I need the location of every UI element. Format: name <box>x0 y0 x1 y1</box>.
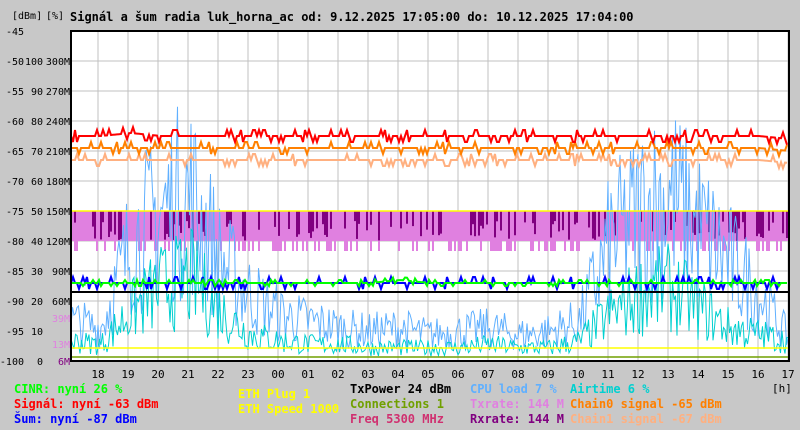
y-tick-rate: 150M <box>46 207 70 218</box>
y-tick-dbm: -95 <box>6 327 24 338</box>
x-tick-label: 11 <box>601 368 614 381</box>
legend-item: Chain0 signal -65 dBm <box>570 397 722 411</box>
rate-marker-label: 39M <box>52 314 70 325</box>
x-tick-label: 02 <box>331 368 344 381</box>
x-unit: [h] <box>772 382 792 395</box>
x-tick-label: 04 <box>391 368 405 381</box>
y-tick-percent: 60 <box>31 177 43 188</box>
y-tick-dbm: -65 <box>6 147 24 158</box>
y-tick-rate: 180M <box>46 177 70 188</box>
legend-item: Connections 1 <box>350 397 444 411</box>
x-tick-label: 03 <box>361 368 374 381</box>
y-unit-percent: [%] <box>46 11 65 22</box>
y-tick-rate: 240M <box>46 117 70 128</box>
y-tick-rate: 300M <box>46 57 70 68</box>
y-tick-percent: 70 <box>31 147 43 158</box>
y-unit-dbm: [dBm] <box>12 11 43 22</box>
rate-marker-label: 13M <box>52 340 70 351</box>
legend-item: Šum: nyní -87 dBm <box>14 412 137 426</box>
legend-item: CPU load 7 % <box>470 382 557 396</box>
x-tick-label: 18 <box>91 368 104 381</box>
y-tick-percent: 100 <box>25 57 43 68</box>
legend-item: Txrate: 144 M <box>470 397 564 411</box>
x-tick-label: 14 <box>691 368 705 381</box>
legend-item: ETH Plug 1 <box>238 387 311 401</box>
y-tick-percent: 20 <box>31 297 43 308</box>
x-tick-label: 21 <box>181 368 194 381</box>
x-tick-label: 13 <box>661 368 674 381</box>
y-tick-rate: 90M <box>52 267 70 278</box>
series-chain0-signal <box>71 138 788 160</box>
plot-border <box>70 30 790 362</box>
x-tick-label: 06 <box>451 368 464 381</box>
x-tick-label: 16 <box>751 368 764 381</box>
y-tick-rate: 210M <box>46 147 70 158</box>
series-signál <box>70 124 788 147</box>
x-tick-label: 00 <box>271 368 284 381</box>
legend-item: Airtime 6 % <box>570 382 650 396</box>
x-tick-label: 01 <box>301 368 314 381</box>
x-tick-label: 23 <box>241 368 254 381</box>
x-tick-label: 05 <box>421 368 434 381</box>
legend-item: Rxrate: 144 M <box>470 412 564 426</box>
x-tick-label: 07 <box>481 368 494 381</box>
x-tick-label: 08 <box>511 368 524 381</box>
series-chain1-signal <box>71 150 788 172</box>
legend-item: ETH Speed 1000 <box>238 402 340 416</box>
legend-item: Freq 5300 MHz <box>350 412 444 426</box>
series-cinr <box>71 275 787 289</box>
y-tick-dbm: -100 <box>0 357 24 368</box>
y-tick-percent: 10 <box>31 327 43 338</box>
y-tick-rate: 120M <box>46 237 70 248</box>
legend-item: Signál: nyní -63 dBm <box>14 397 159 411</box>
y-tick-percent: 0 <box>37 357 43 368</box>
y-tick-rate: 60M <box>52 297 70 308</box>
x-tick-label: 20 <box>151 368 164 381</box>
y-tick-percent: 80 <box>31 117 43 128</box>
x-tick-label: 09 <box>541 368 554 381</box>
y-tick-dbm: -75 <box>6 207 24 218</box>
legend-item: Chain1 signal -67 dBm <box>570 412 722 426</box>
y-tick-rate: 270M <box>46 87 70 98</box>
y-tick-dbm: -90 <box>6 297 24 308</box>
x-tick-label: 22 <box>211 368 224 381</box>
x-tick-label: 10 <box>571 368 584 381</box>
series-airtime <box>70 228 789 358</box>
legend-item: CINR: nyní 26 % <box>14 382 123 396</box>
x-tick-label: 12 <box>631 368 644 381</box>
x-tick-label: 17 <box>781 368 794 381</box>
y-tick-dbm: -50 <box>6 57 24 68</box>
x-tick-label: 19 <box>121 368 134 381</box>
y-tick-dbm: -60 <box>6 117 24 128</box>
y-tick-percent: 90 <box>31 87 43 98</box>
x-tick-label: 15 <box>721 368 734 381</box>
y-tick-percent: 40 <box>31 237 43 248</box>
y-tick-percent: 30 <box>31 267 43 278</box>
y-tick-dbm: -45 <box>6 27 24 38</box>
y-tick-percent: 50 <box>31 207 43 218</box>
chart-title: Signál a šum radia luk_horna_ac od: 9.12… <box>70 10 634 24</box>
rate-marker-label: 6M <box>58 357 70 368</box>
y-tick-dbm: -80 <box>6 237 24 248</box>
y-tick-dbm: -70 <box>6 177 24 188</box>
legend-item: TxPower 24 dBm <box>350 382 452 396</box>
y-tick-dbm: -55 <box>6 87 24 98</box>
y-tick-dbm: -85 <box>6 267 24 278</box>
